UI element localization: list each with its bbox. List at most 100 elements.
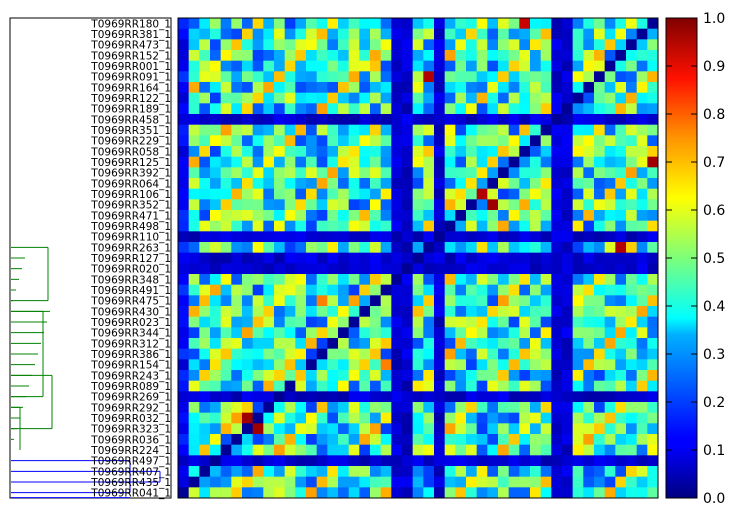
heatmap-cell — [636, 103, 648, 115]
heatmap-cell — [252, 348, 264, 360]
heatmap-cell — [402, 231, 414, 243]
heatmap-cell — [562, 444, 574, 456]
heatmap-cell — [178, 82, 190, 94]
heatmap-cell — [519, 391, 531, 403]
heatmap-cell — [562, 220, 574, 232]
row-label: T0969RR269_1 — [90, 392, 171, 404]
heatmap-cell — [316, 391, 328, 403]
heatmap-cell — [231, 434, 243, 446]
heatmap-cell — [604, 92, 616, 104]
heatmap-cell — [316, 455, 328, 467]
heatmap-cell — [476, 316, 488, 328]
heatmap-cell — [338, 167, 350, 179]
heatmap-cell — [540, 466, 552, 478]
heatmap-cell — [423, 380, 435, 392]
heatmap-cell — [263, 455, 275, 467]
heatmap-cell — [295, 263, 307, 275]
heatmap-cell — [359, 423, 371, 435]
heatmap-cell — [327, 167, 339, 179]
heatmap-cell — [594, 263, 606, 275]
heatmap-cell — [391, 359, 403, 371]
heatmap-cell — [274, 92, 286, 104]
heatmap-cell — [220, 28, 232, 40]
heatmap-cell — [348, 412, 360, 424]
heatmap-cell — [231, 220, 243, 232]
heatmap-cell — [263, 124, 275, 136]
heatmap-cell — [476, 178, 488, 190]
heatmap-cell — [284, 380, 296, 392]
heatmap-cell — [487, 124, 499, 136]
heatmap-cell — [562, 466, 574, 478]
heatmap-cell — [402, 295, 414, 307]
heatmap-cell — [583, 92, 595, 104]
heatmap-cell — [423, 188, 435, 200]
heatmap-cell — [380, 103, 392, 115]
heatmap-cell — [242, 114, 254, 126]
heatmap-cell — [604, 28, 616, 40]
heatmap-cell — [295, 71, 307, 83]
heatmap-cell — [594, 476, 606, 488]
heatmap-cell — [626, 434, 638, 446]
heatmap-cell — [604, 476, 616, 488]
heatmap-cell — [284, 306, 296, 318]
heatmap-cell — [604, 71, 616, 83]
heatmap-cell — [263, 188, 275, 200]
heatmap-cell — [487, 39, 499, 51]
heatmap-cell — [295, 327, 307, 339]
heatmap-cell — [284, 263, 296, 275]
heatmap-cell — [434, 359, 446, 371]
heatmap-cell — [551, 455, 563, 467]
heatmap-cell — [636, 359, 648, 371]
heatmap-cell — [444, 338, 456, 350]
heatmap-cell — [626, 455, 638, 467]
heatmap-cell — [316, 28, 328, 40]
heatmap-cell — [423, 199, 435, 211]
heatmap-cell — [540, 295, 552, 307]
heatmap-cell — [252, 455, 264, 467]
heatmap-cell — [466, 252, 478, 264]
heatmap-cell — [476, 466, 488, 478]
heatmap-cell — [295, 28, 307, 40]
heatmap-cell — [594, 220, 606, 232]
heatmap-cell — [626, 444, 638, 456]
heatmap-cell — [466, 284, 478, 296]
heatmap-cell — [380, 316, 392, 328]
heatmap-cell — [380, 306, 392, 318]
heatmap-cell — [615, 18, 627, 30]
heatmap-cell — [455, 178, 467, 190]
heatmap-cell — [572, 114, 584, 126]
heatmap-cell — [210, 167, 222, 179]
heatmap-cell — [178, 316, 190, 328]
heatmap-cell — [647, 124, 659, 136]
heatmap-cell — [242, 316, 254, 328]
heatmap-cell — [231, 124, 243, 136]
heatmap-cell — [338, 92, 350, 104]
heatmap-cell — [604, 402, 616, 414]
heatmap-cell — [647, 252, 659, 264]
heatmap-cell — [412, 263, 424, 275]
heatmap-cell — [359, 18, 371, 30]
heatmap-cell — [210, 487, 222, 499]
heatmap-cell — [562, 28, 574, 40]
heatmap-cell — [412, 124, 424, 136]
heatmap-cell — [530, 284, 542, 296]
heatmap-cell — [508, 28, 520, 40]
heatmap-cell — [487, 476, 499, 488]
heatmap-cell — [615, 39, 627, 51]
heatmap-cell — [615, 476, 627, 488]
heatmap-cell — [231, 327, 243, 339]
heatmap-cell — [466, 135, 478, 147]
heatmap-cell — [519, 348, 531, 360]
heatmap-cell — [306, 455, 318, 467]
heatmap-cell — [316, 359, 328, 371]
heatmap-cell — [210, 412, 222, 424]
heatmap-cell — [178, 455, 190, 467]
row-label: T0969RR224_1 — [90, 445, 171, 457]
heatmap-cell — [231, 284, 243, 296]
heatmap-cell — [498, 60, 510, 72]
heatmap-cell — [210, 306, 222, 318]
heatmap-cell — [306, 476, 318, 488]
heatmap-cell — [466, 210, 478, 222]
heatmap-cell — [199, 370, 211, 382]
heatmap-cell — [572, 103, 584, 115]
